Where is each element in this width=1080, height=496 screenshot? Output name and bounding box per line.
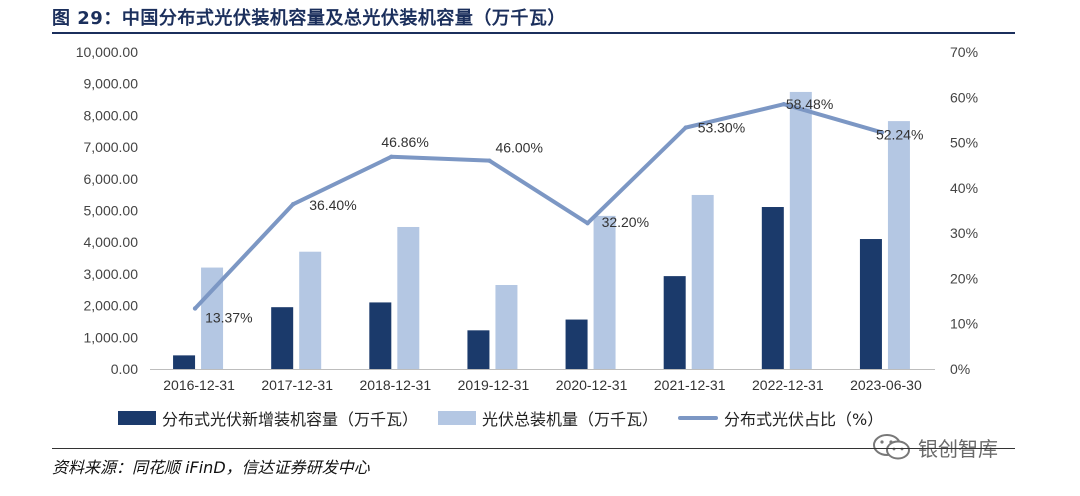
bar-new-distributed <box>271 307 294 369</box>
x-tick-label: 2022-12-31 <box>752 377 824 393</box>
y-left-tick-label: 10,000.00 <box>76 44 138 60</box>
legend-swatch-line <box>678 416 719 420</box>
x-tick-label: 2019-12-31 <box>458 377 530 393</box>
bar-total-pv <box>397 226 420 369</box>
x-tick-label: 2023-06-30 <box>850 377 922 393</box>
line-point <box>192 306 198 311</box>
x-tick-label: 2021-12-31 <box>654 377 726 393</box>
bar-new-distributed <box>467 330 490 369</box>
x-tick-label: 2020-12-31 <box>556 377 628 393</box>
bar-total-pv <box>299 251 322 369</box>
line-point <box>389 154 394 159</box>
line-data-label: 52.24% <box>876 126 923 142</box>
y-left-tick-label: 7,000.00 <box>84 139 139 155</box>
source-note: 资料来源：同花顺 iFinD，信达证券研发中心 <box>52 458 370 477</box>
bar-new-distributed <box>761 207 784 369</box>
y-right-tick-label: 0% <box>950 361 970 377</box>
x-tick-label: 2016-12-31 <box>163 377 235 393</box>
legend-item-total-pv: 光伏总装机量（万千瓦） <box>438 406 658 430</box>
line-share <box>193 102 884 311</box>
line-data-label: 36.40% <box>309 197 356 213</box>
x-tick-label: 2018-12-31 <box>360 377 432 393</box>
watermark-text: 银创智库 <box>918 436 998 461</box>
y-right-tick-label: 60% <box>950 89 978 105</box>
y-left-tick-label: 4,000.00 <box>84 234 139 250</box>
y-right-tick-label: 70% <box>950 44 978 60</box>
bar-new-distributed <box>173 355 196 369</box>
y-right-tick-label: 20% <box>950 270 978 286</box>
line-point <box>585 220 590 226</box>
line-data-label: 46.00% <box>495 140 542 156</box>
y-left-tick-label: 0.00 <box>111 361 138 377</box>
bar-total-pv <box>201 267 224 369</box>
line-point <box>487 158 492 163</box>
bar-total-pv <box>495 284 518 369</box>
line-point <box>879 130 885 135</box>
source-divider <box>52 448 1015 449</box>
line-data-label: 53.30% <box>698 120 745 136</box>
legend-swatch-dark-bar <box>118 411 156 425</box>
line-point <box>781 101 787 107</box>
legend-label: 光伏总装机量（万千瓦） <box>482 410 659 429</box>
legend-swatch-light-bar <box>438 411 477 425</box>
y-right-tick-label: 10% <box>950 316 978 332</box>
y-left-tick-label: 6,000.00 <box>84 171 139 187</box>
bar-new-distributed <box>859 239 882 369</box>
y-left-tick-label: 3,000.00 <box>84 266 139 282</box>
legend-label: 分布式光伏新增装机容量（万千瓦） <box>162 410 419 429</box>
line-data-label: 32.20% <box>602 214 649 230</box>
y-left-tick-label: 2,000.00 <box>84 298 139 314</box>
legend-item-new-distributed: 分布式光伏新增装机容量（万千瓦） <box>118 406 418 430</box>
x-tick-label: 2017-12-31 <box>261 377 333 393</box>
title-divider <box>52 32 1015 34</box>
line-data-label: 58.48% <box>786 96 833 112</box>
bar-new-distributed <box>663 276 686 369</box>
chart-legend: 分布式光伏新增装机容量（万千瓦） 光伏总装机量（万千瓦） 分布式光伏占比（%） <box>118 406 903 430</box>
bar-total-pv <box>887 121 910 369</box>
line-data-label: 13.37% <box>205 309 252 325</box>
line-point <box>290 201 296 207</box>
y-left-tick-label: 5,000.00 <box>84 203 139 219</box>
y-right-tick-label: 30% <box>950 225 978 241</box>
legend-label: 分布式光伏占比（%） <box>724 410 884 429</box>
bar-total-pv <box>789 91 812 369</box>
line-point <box>683 125 688 130</box>
watermark: 银创智库 <box>872 432 998 462</box>
chart-title: 图 29：中国分布式光伏装机容量及总光伏装机容量（万千瓦） <box>52 8 566 29</box>
y-left-tick-label: 9,000.00 <box>84 76 139 92</box>
legend-item-share: 分布式光伏占比（%） <box>678 406 883 430</box>
y-left-tick-label: 8,000.00 <box>84 107 139 123</box>
bar-total-pv <box>593 215 616 369</box>
bar-new-distributed <box>369 302 392 369</box>
bar-total-pv <box>691 194 714 369</box>
bar-new-distributed <box>565 319 588 369</box>
y-right-tick-label: 40% <box>950 180 978 196</box>
wechat-icon <box>873 434 910 460</box>
line-data-label: 46.86% <box>381 134 428 150</box>
y-left-tick-label: 1,000.00 <box>84 329 139 345</box>
chart-canvas: 0.00 1,000.00 2,000.00 3,000.00 4,000.00 5,00… <box>76 44 978 393</box>
y-right-tick-label: 50% <box>950 135 978 151</box>
